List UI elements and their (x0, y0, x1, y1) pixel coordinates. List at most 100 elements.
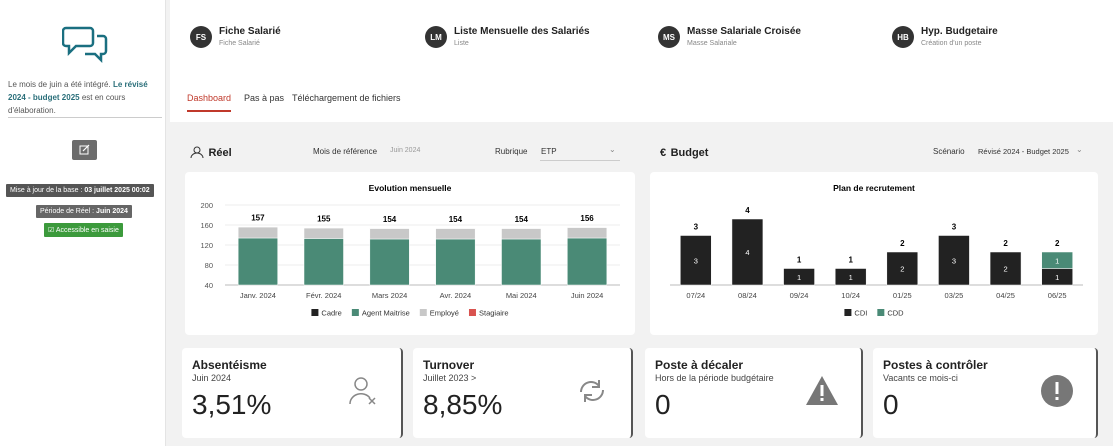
nav-subtitle: Fiche Salarié (219, 40, 260, 47)
kpi-title: Poste à décaler (655, 358, 744, 372)
field-label: Rubrique (495, 147, 528, 156)
nav-initials: LM (425, 26, 447, 48)
nav-item[interactable]: LM Liste Mensuelle des Salariés Liste (425, 26, 590, 48)
bar-segment (783, 268, 815, 286)
nav-initials: FS (190, 26, 212, 48)
bar-segment (369, 227, 410, 229)
total-label: 156 (580, 214, 594, 223)
legend-swatch (311, 309, 319, 316)
segment-label: 2 (900, 265, 904, 274)
kpi-title: Postes à contrôler (883, 358, 988, 372)
bar-segment (501, 227, 542, 229)
segment-label: 3 (952, 256, 956, 265)
legend-label: Employé (430, 309, 459, 318)
total-label: 154 (449, 215, 463, 224)
bar-segment (567, 226, 608, 228)
badge-label: Période de Réel : (40, 208, 95, 215)
tab[interactable]: Pas à pas (244, 93, 285, 103)
tab[interactable]: Téléchargement de fichiers (292, 93, 401, 103)
bar-segment (567, 227, 608, 239)
badge-value: Juin 2024 (96, 208, 128, 215)
legend-swatch (351, 309, 359, 316)
bar-segment (303, 238, 344, 286)
total-label: 154 (383, 215, 397, 224)
kpi-subtitle: Vacants ce mois-ci (883, 373, 958, 383)
kpi-icon (806, 376, 838, 405)
total-label: 157 (251, 214, 265, 223)
bar-segment (501, 228, 542, 240)
message-text: Le mois de juin a été intégré. (8, 80, 113, 89)
edit-button[interactable] (72, 140, 97, 160)
kpi-subtitle: Juin 2024 (192, 373, 232, 383)
legend-label: CDI (854, 309, 867, 318)
field-underline (540, 160, 620, 161)
update-badge: Mise à jour de la base : 03 juillet 2025… (6, 184, 154, 197)
x-tick-label: 10/24 (841, 291, 860, 300)
chart-card: Plan de recrutement 3 3 07/24 4 4 08/24 1 1 09/24… (650, 172, 1098, 335)
total-label: 2 (1003, 239, 1008, 248)
tab[interactable]: Dashboard (187, 93, 232, 112)
chart: Plan de recrutement 3 3 07/24 4 4 08/24 1 1 09/24… (670, 183, 1083, 318)
legend-label: Cadre (321, 309, 341, 318)
bar-segment (680, 235, 712, 286)
kpi-title: Turnover (423, 358, 475, 372)
y-tick-label: 160 (200, 221, 213, 230)
total-label: 1 (848, 256, 853, 265)
nav-subtitle: Création d'un poste (921, 40, 982, 47)
sidebar: Le mois de juin a été intégré. Le révisé… (0, 0, 166, 446)
x-tick-label: Juin 2024 (571, 291, 604, 300)
nav-initials: HB (892, 26, 914, 48)
bar-segment (989, 251, 1022, 286)
bar-segment (501, 238, 542, 286)
legend-swatch (877, 309, 885, 316)
kpi-card: Postes à contrôler Vacants ce mois-ci 0 (873, 348, 1098, 438)
x-tick-label: Janv. 2024 (240, 291, 276, 300)
total-label: 2 (1055, 239, 1060, 248)
bar-segment (834, 268, 867, 286)
chart-card: Evolution mensuelle 40 80 120 160 200 157 Janv.… (185, 172, 635, 335)
bar-segment (435, 228, 476, 240)
total-label: 155 (317, 215, 331, 224)
nav-item[interactable]: FS Fiche Salarié Fiche Salarié (190, 26, 281, 48)
total-label: 1 (797, 256, 802, 265)
field-value[interactable]: ETP (541, 147, 557, 156)
dropdown-arrow[interactable]: ⌄ (609, 145, 616, 154)
x-tick-label: 06/25 (1048, 291, 1067, 300)
bar-segment (938, 235, 970, 286)
nav-item[interactable]: HB Hyp. Budgetaire Création d'un poste (892, 26, 998, 48)
dropdown-arrow[interactable]: ⌄ (1076, 145, 1083, 154)
chat-icon (62, 26, 108, 64)
total-label: 3 (952, 223, 957, 232)
bar-segment (369, 228, 410, 240)
segment-label: 1 (1055, 273, 1059, 282)
nav-item[interactable]: MS Masse Salariale Croisée Masse Salariale (658, 26, 801, 48)
nav-text: Masse Salariale Croisée Masse Salariale (687, 26, 801, 47)
nav-title: Masse Salariale Croisée (687, 26, 801, 37)
x-tick-label: 08/24 (738, 291, 757, 300)
x-tick-label: Févr. 2024 (306, 291, 341, 300)
y-tick-label: 120 (200, 241, 213, 250)
legend-swatch (468, 309, 476, 316)
x-tick-label: Mars 2024 (372, 291, 407, 300)
nav-title: Fiche Salarié (219, 26, 281, 37)
kpi-value: 3,51% (192, 389, 272, 420)
kpi-value: 0 (883, 389, 899, 420)
legend-label: Stagiaire (479, 309, 509, 318)
field-value[interactable]: Révisé 2024 - Budget 2025 (978, 147, 1069, 156)
nav-subtitle: Liste (454, 40, 469, 47)
bar-segment (303, 227, 344, 239)
euro-icon: € (660, 147, 667, 159)
bar-segment (303, 227, 344, 229)
nav-text: Liste Mensuelle des Salariés Liste (454, 26, 590, 47)
section-title: Réel (208, 147, 232, 159)
kpi-card: Poste à décaler Hors de la période budgét… (645, 348, 863, 438)
legend-label: CDD (887, 309, 904, 318)
edit-icon (79, 144, 90, 155)
chart-title: Evolution mensuelle (369, 183, 452, 193)
kpi-card: Absentéisme Juin 2024 3,51% (182, 348, 403, 438)
field-label: Mois de référence (313, 147, 378, 156)
x-tick-label: 07/24 (686, 291, 705, 300)
message-text: est en cours d'élaboration. (8, 93, 126, 115)
field-value[interactable]: Juin 2024 (390, 147, 421, 154)
